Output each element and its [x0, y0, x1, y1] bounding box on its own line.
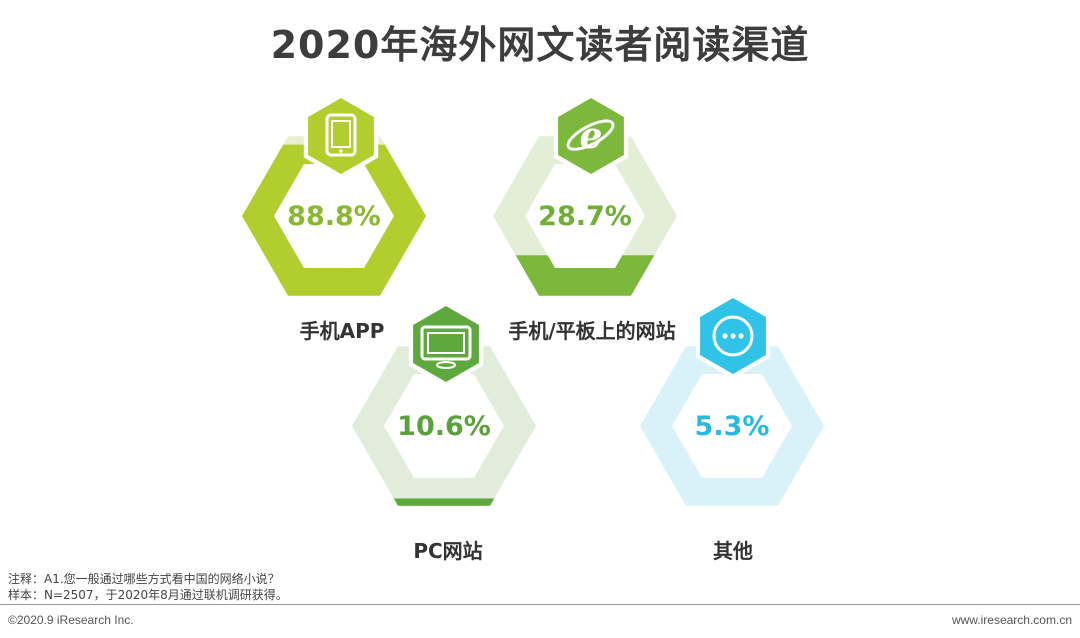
- category-label-browser-e: 手机/平板上的网站: [508, 319, 675, 343]
- value-label-monitor: 10.6%: [397, 411, 491, 442]
- hexagon-inner: [274, 164, 394, 268]
- value-label-browser-e: 28.7%: [538, 201, 632, 232]
- hexagon-group-tablet: 88.8% 手机APP: [242, 93, 426, 343]
- footer-website: www.iresearch.com.cn: [951, 613, 1072, 627]
- icon-badge: [558, 98, 624, 174]
- hexagon-inner: [384, 374, 504, 478]
- note-sample: 样本：N=2507，于2020年8月通过联机调研获得。: [8, 588, 288, 602]
- hexagon-group-monitor: 10.6% PC网站: [352, 301, 536, 563]
- icon-badge: [413, 306, 479, 382]
- value-label-more-dots: 5.3%: [695, 411, 770, 442]
- chart-title: 2020年海外网文读者阅读渠道: [270, 23, 810, 67]
- footer-divider: [0, 604, 1080, 605]
- svg-text:e: e: [580, 115, 603, 157]
- hexagon-inner: [525, 164, 645, 268]
- value-fill-browser-e: [515, 255, 655, 296]
- browser-e-icon: e: [566, 115, 615, 157]
- value-fill-monitor: [393, 498, 495, 506]
- category-label-monitor: PC网站: [413, 539, 482, 563]
- hexagon-group-more-dots: 5.3% 其他: [640, 293, 824, 563]
- category-label-tablet: 手机APP: [300, 319, 385, 343]
- value-label-tablet: 88.8%: [287, 201, 381, 232]
- monitor-icon: [420, 325, 472, 369]
- more-dots-icon: [712, 315, 754, 357]
- note-question: 注释：A1.您一般通过哪些方式看中国的网络小说？: [8, 572, 280, 586]
- hexagon-group-browser-e: e 28.7% 手机/平板上的网站: [493, 93, 677, 343]
- hexagon-inner: [672, 374, 792, 478]
- footer-copyright: ©2020.9 iResearch Inc.: [8, 613, 134, 627]
- tablet-icon: [325, 113, 357, 157]
- icon-badge: [308, 98, 374, 174]
- category-label-more-dots: 其他: [713, 539, 753, 563]
